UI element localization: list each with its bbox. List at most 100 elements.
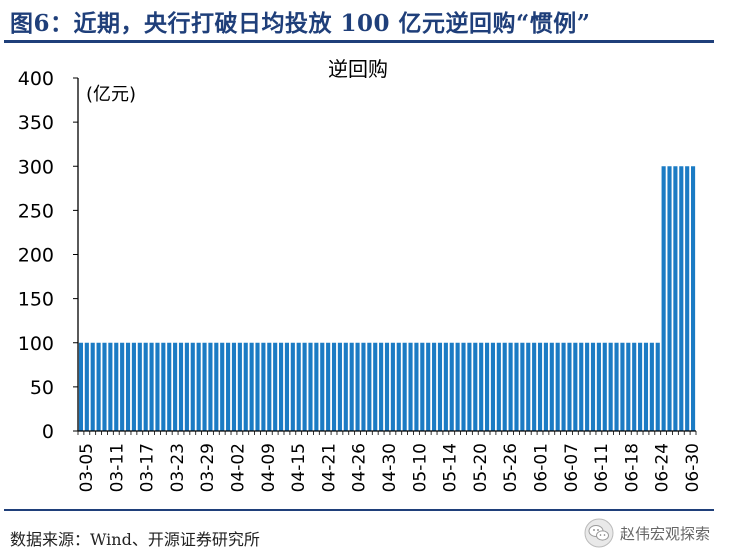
bar	[120, 342, 125, 431]
x-tick-label: 03-05	[77, 443, 97, 492]
x-tick-label: 04-30	[380, 443, 400, 492]
bar	[337, 342, 342, 431]
bar	[343, 342, 348, 431]
footer-rule	[4, 509, 714, 511]
bar	[543, 342, 548, 431]
x-tick-label: 04-09	[259, 443, 279, 492]
bar	[532, 342, 537, 431]
bar	[555, 342, 560, 431]
bar	[673, 166, 678, 431]
bar	[485, 342, 490, 431]
bar	[449, 342, 454, 431]
bar	[214, 342, 219, 431]
bar	[296, 342, 301, 431]
y-tick-label: 100	[18, 333, 54, 355]
bar	[284, 342, 289, 431]
bar	[326, 342, 331, 431]
bar	[108, 342, 113, 431]
x-tick-label: 06-24	[653, 443, 673, 492]
bar	[231, 342, 237, 431]
bar	[390, 342, 395, 431]
bar	[373, 342, 378, 431]
title-rule	[4, 40, 714, 43]
bar	[149, 342, 154, 431]
y-tick-label: 0	[42, 421, 54, 443]
y-tick-label: 150	[18, 289, 54, 311]
bar	[84, 342, 89, 431]
bar	[114, 342, 119, 431]
bar	[184, 342, 189, 431]
bar	[178, 342, 184, 431]
bar	[638, 342, 643, 431]
bar	[467, 342, 472, 431]
bar	[567, 342, 572, 431]
bar	[643, 342, 649, 431]
bar	[473, 342, 478, 431]
bar	[620, 342, 625, 431]
bar	[590, 342, 596, 431]
bar	[420, 342, 425, 431]
x-tick-label: 04-26	[350, 443, 370, 492]
x-tick-label: 04-21	[319, 443, 339, 492]
bar	[561, 342, 566, 431]
bar	[155, 342, 160, 431]
bar	[585, 342, 590, 431]
bar	[237, 342, 242, 431]
bar	[655, 342, 660, 431]
bar	[96, 342, 101, 431]
bar	[490, 342, 495, 431]
bar	[314, 342, 319, 431]
y-tick-label: 400	[18, 68, 54, 90]
x-tick-label: 06-18	[622, 443, 642, 492]
bar	[526, 342, 531, 431]
bar	[691, 166, 696, 431]
x-tick-label: 05-26	[501, 443, 521, 492]
bar	[579, 342, 584, 431]
bar	[255, 342, 260, 431]
y-tick-label: 50	[30, 377, 54, 399]
bar	[320, 342, 325, 431]
bar	[455, 342, 460, 431]
y-tick-label: 200	[18, 245, 54, 267]
axes-layer: 0 50 100 150 200 250 300 350 400 03-05 03-11 03-17 0…	[18, 68, 703, 492]
x-tick-label: 03-23	[168, 443, 188, 492]
bar	[514, 342, 519, 431]
bar	[208, 342, 213, 431]
bar	[549, 342, 554, 431]
bar	[331, 342, 337, 431]
watermark-text: 赵伟宏观探索	[619, 524, 710, 543]
bar	[220, 342, 225, 431]
wechat-icon	[584, 518, 614, 548]
bar	[349, 342, 354, 431]
bar	[173, 342, 178, 431]
x-tick-label: 04-02	[229, 443, 249, 492]
watermark: 赵伟宏观探索	[584, 518, 710, 548]
bar	[384, 342, 390, 431]
bar	[443, 342, 448, 431]
x-tick-label: 03-17	[138, 443, 158, 492]
bar	[190, 342, 195, 431]
bar	[408, 342, 413, 431]
reverse-repo-bar-chart: 0 50 100 150 200 250 300 350 400 03-05 03-11 03-17 0…	[0, 44, 736, 506]
bar	[125, 342, 131, 431]
x-tick-label: 06-30	[683, 443, 703, 492]
bar	[437, 342, 443, 431]
bar	[302, 342, 307, 431]
bar	[167, 342, 172, 431]
bar	[143, 342, 148, 431]
bar	[308, 342, 313, 431]
bars-layer	[78, 166, 696, 431]
bar	[396, 342, 401, 431]
source-note: 数据来源：Wind、开源证券研究所	[10, 530, 260, 549]
x-tick-label: 06-01	[532, 443, 552, 492]
bar	[632, 342, 637, 431]
bar	[661, 166, 666, 431]
bar	[273, 342, 278, 431]
bar	[602, 342, 607, 431]
bar	[667, 166, 672, 431]
bar	[279, 342, 284, 431]
bar	[267, 342, 272, 431]
bar	[102, 342, 107, 431]
chart-title: 逆回购	[328, 57, 388, 81]
x-tick-label: 06-11	[592, 443, 612, 492]
